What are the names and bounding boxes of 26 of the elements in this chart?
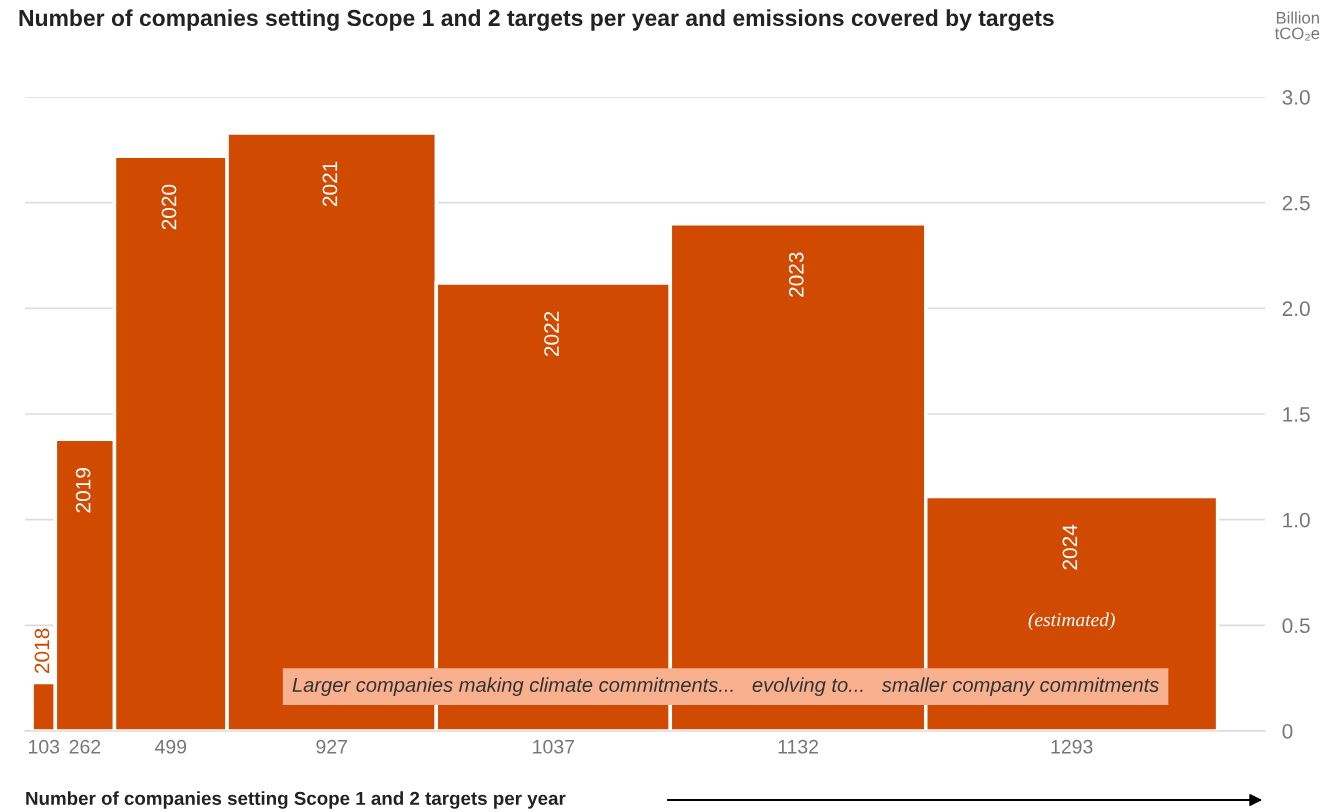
annotation: 2021 — [322, 161, 338, 206]
x-tick-label: 927 — [316, 739, 347, 754]
annotation: 2018 — [34, 628, 50, 674]
y-tick-label: 2.5 — [1282, 195, 1310, 211]
x-tick-label: 262 — [69, 739, 101, 754]
annotation: Larger companies making climate commitments... evolving to... smaller company commitments — [292, 677, 1159, 697]
annotation: 2022 — [544, 311, 559, 357]
annotation: (estimated) — [1028, 612, 1115, 631]
annotation: 2023 — [788, 252, 804, 297]
x-tick-label: 103 — [29, 739, 60, 754]
x-tick-label: 1037 — [533, 739, 574, 754]
chart-title: Number of companies setting Scope 1 and 2 targets per year and emissions covered by targets — [19, 9, 1054, 31]
annotation: 2019 — [75, 468, 91, 513]
x-tick-label: 1132 — [778, 739, 818, 754]
y-tick-label: 0.5 — [1282, 618, 1310, 634]
y-axis-title: Billion tCO₂e — [1274, 11, 1320, 41]
annotation: 2020 — [161, 184, 177, 230]
y-tick-label: 0 — [1282, 724, 1293, 739]
x-tick-label: 1293 — [1051, 739, 1093, 754]
x-tick-label: 499 — [155, 739, 187, 754]
y-tick-label: 1.0 — [1283, 512, 1310, 528]
annotation: 2024 — [1062, 524, 1078, 570]
y-tick-label: 1.5 — [1283, 407, 1310, 422]
y-tick-label: 2.0 — [1282, 301, 1310, 317]
y-tick-label: 3.0 — [1282, 90, 1310, 105]
x-axis-title: Number of companies setting Scope 1 and 2 targets per year — [26, 791, 566, 809]
